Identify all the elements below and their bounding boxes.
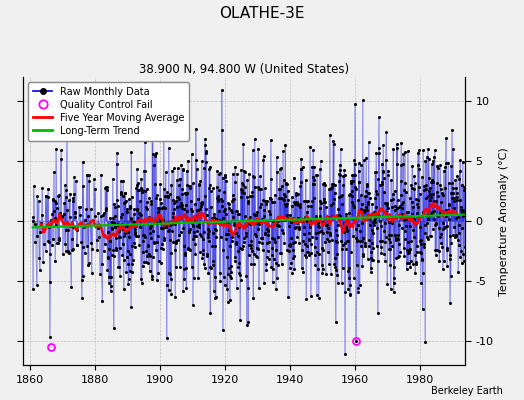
Title: 38.900 N, 94.800 W (United States): 38.900 N, 94.800 W (United States) — [139, 63, 349, 76]
Text: Berkeley Earth: Berkeley Earth — [431, 386, 503, 396]
Legend: Raw Monthly Data, Quality Control Fail, Five Year Moving Average, Long-Term Tren: Raw Monthly Data, Quality Control Fail, … — [28, 82, 189, 140]
Text: OLATHE-3E: OLATHE-3E — [219, 6, 305, 21]
Y-axis label: Temperature Anomaly (°C): Temperature Anomaly (°C) — [499, 147, 509, 296]
